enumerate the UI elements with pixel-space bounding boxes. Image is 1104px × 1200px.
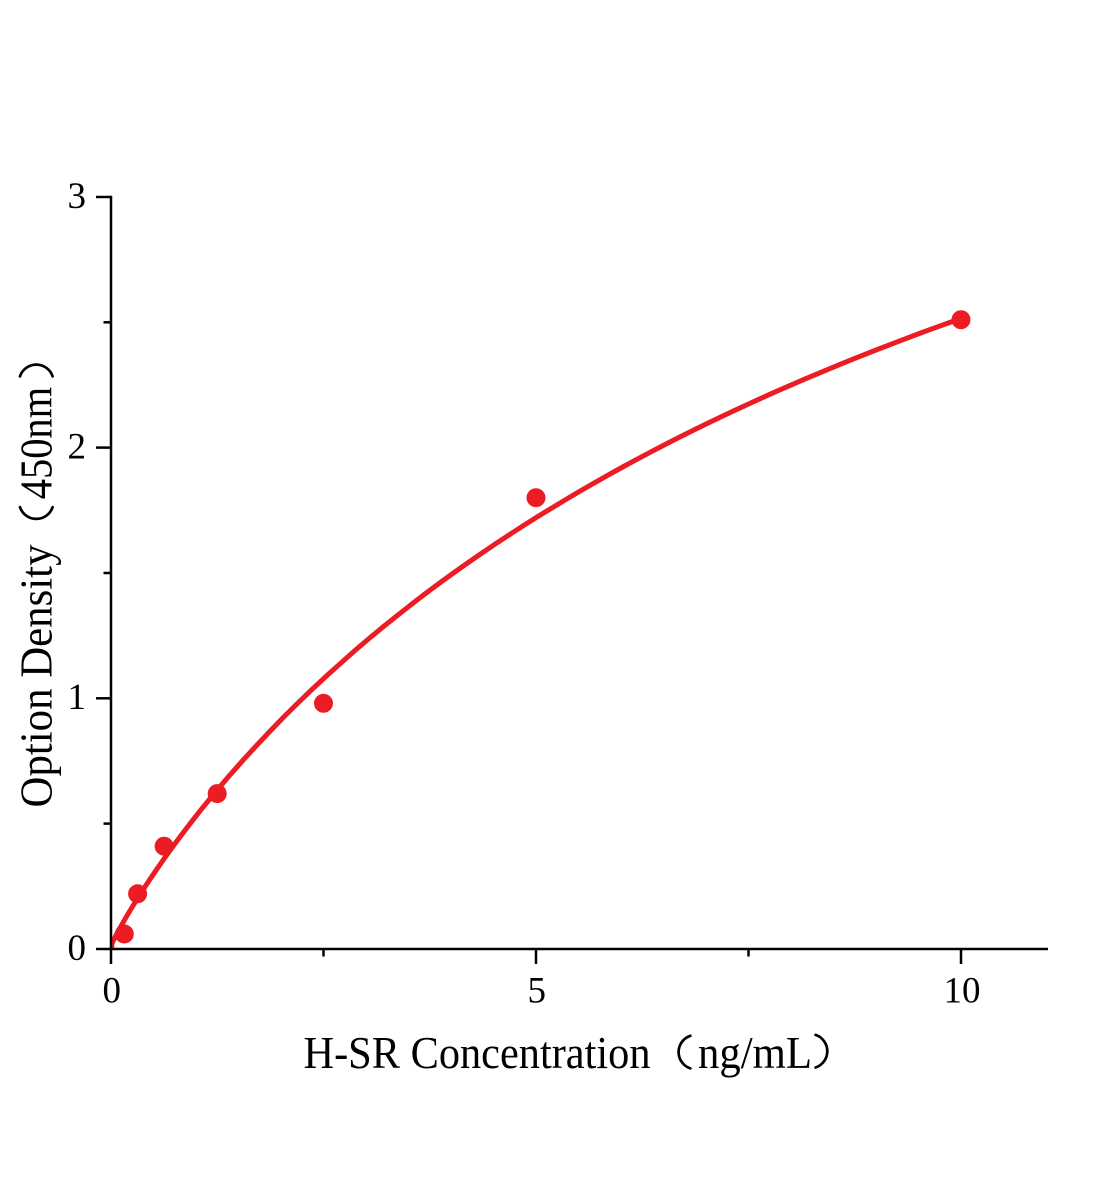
svg-text:Option Density: Option Density: [11, 545, 62, 808]
svg-text:1: 1: [68, 677, 87, 718]
svg-text:3: 3: [68, 176, 87, 217]
svg-text:0: 0: [102, 971, 121, 1012]
svg-text:0: 0: [68, 928, 87, 969]
svg-text:2: 2: [68, 427, 87, 468]
svg-text:5: 5: [528, 971, 547, 1012]
svg-text:ng/mL: ng/mL: [698, 1027, 812, 1078]
svg-text:H-SR Concentration: H-SR Concentration: [304, 1027, 651, 1078]
svg-text:10: 10: [944, 971, 981, 1012]
svg-text:450nm: 450nm: [11, 387, 62, 500]
